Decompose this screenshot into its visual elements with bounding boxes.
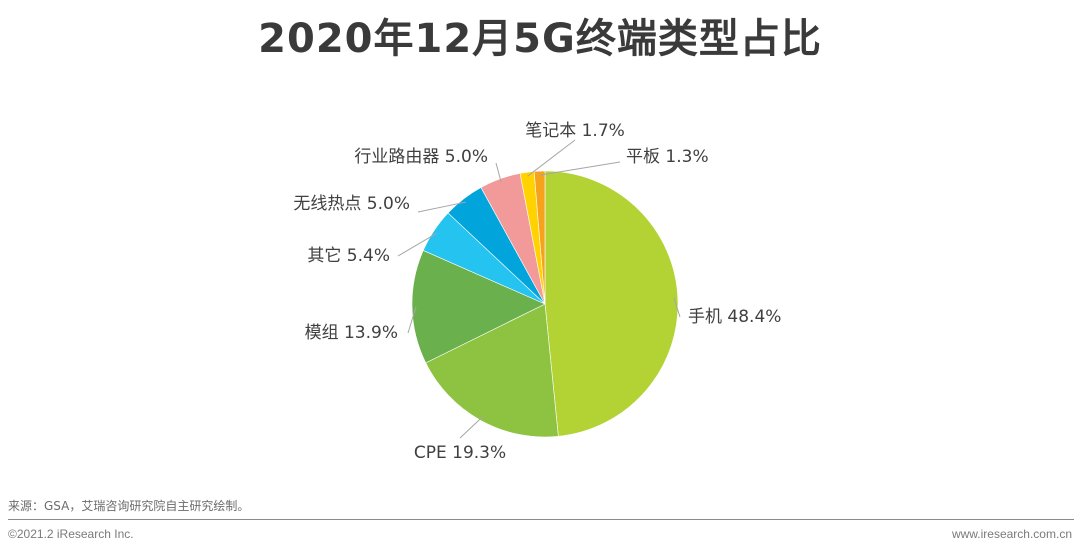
leader-line-8 xyxy=(539,161,621,176)
pie-slices xyxy=(411,170,679,438)
leader-line-4 xyxy=(397,232,438,257)
leader-line-3 xyxy=(407,306,417,334)
pie-slice-2 xyxy=(425,303,559,438)
leader-line-2 xyxy=(459,416,483,439)
leader-line-6 xyxy=(495,162,502,183)
copyright-text: ©2021.2 iResearch Inc. xyxy=(8,527,134,541)
chart-title: 2020年12月5G终端类型占比 xyxy=(258,16,822,62)
leader-line-5 xyxy=(417,201,467,213)
footer-divider xyxy=(8,519,1074,520)
leader-line-7 xyxy=(527,139,576,177)
pie-chart: 手机 48.4% CPE 19.3% 模组 13.9% 其它 5.4% 无线热点 5.0… xyxy=(293,121,781,463)
slice-label-4: 其它 5.4% xyxy=(307,246,390,266)
slice-labels: 手机 48.4% CPE 19.3% 模组 13.9% 其它 5.4% 无线热点 5.0… xyxy=(293,121,781,463)
website-link[interactable]: www.iresearch.com.cn xyxy=(951,527,1072,541)
slice-label-6: 行业路由器 5.0% xyxy=(354,147,488,167)
slice-label-7: 笔记本 1.7% xyxy=(525,121,625,141)
slice-label-1: 手机 48.4% xyxy=(688,307,781,327)
slice-label-5: 无线热点 5.0% xyxy=(293,194,410,214)
slice-label-8: 平板 1.3% xyxy=(626,147,709,167)
slice-label-3: 模组 13.9% xyxy=(305,323,398,343)
leader-line-1 xyxy=(673,297,681,318)
slice-label-2: CPE 19.3% xyxy=(414,443,506,463)
source-note: 来源：GSA，艾瑞咨询研究院自主研究绘制。 xyxy=(8,499,250,513)
leader-lines xyxy=(397,139,681,439)
pie-slice-3 xyxy=(411,250,546,364)
pie-slice-1 xyxy=(544,170,679,437)
